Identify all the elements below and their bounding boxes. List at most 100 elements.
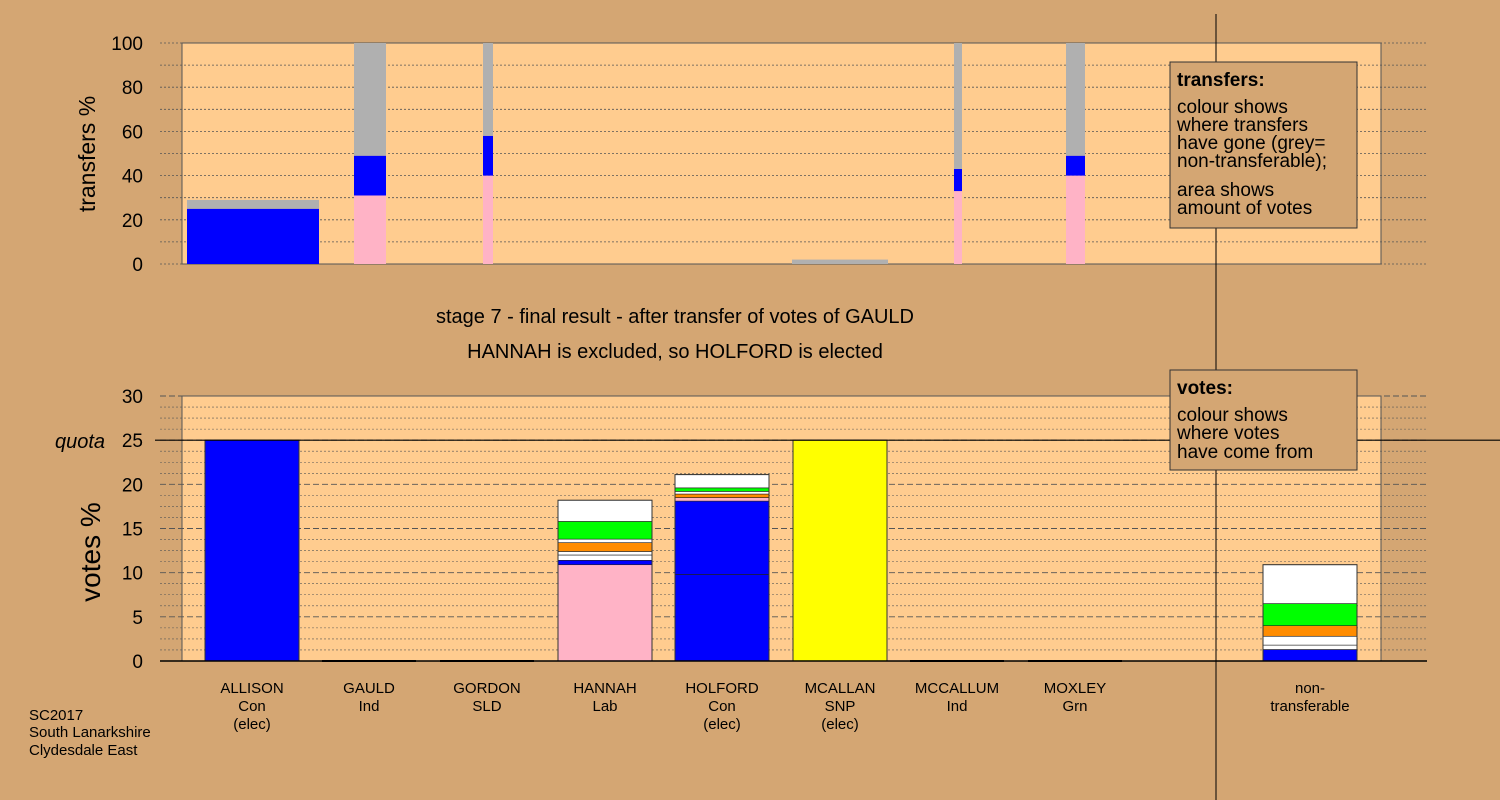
transfers-y-tick: 80 xyxy=(122,78,143,99)
vote-segment-hannah xyxy=(557,559,653,566)
transfer-segment-gauld xyxy=(354,43,386,156)
vote-segment-hannah xyxy=(557,564,653,662)
votes-y-axis-label: votes % xyxy=(75,502,106,602)
transfers-y-tick: 60 xyxy=(122,122,143,143)
candidate-label-mcallan: MCALLAN xyxy=(805,680,876,697)
transfer-segment-mccallum xyxy=(954,191,962,264)
transfer-segment-mcallan xyxy=(792,259,888,264)
transfer-segment-moxley xyxy=(1066,175,1085,264)
candidate-label-hannah: Lab xyxy=(592,698,617,715)
transfer-segment-moxley xyxy=(1066,155,1085,176)
transfers-gridlines xyxy=(160,42,1427,265)
vote-segment-hannah xyxy=(557,554,653,561)
transfer-segment-gauld xyxy=(354,195,386,264)
transfers-legend-line: colour shows xyxy=(1177,97,1288,118)
votes-y-tick: 15 xyxy=(122,520,143,541)
transfers-y-ticks: 0 20 40 60 80 100 xyxy=(111,34,143,276)
transfers-legend-line: non-transferable); xyxy=(1177,151,1327,172)
transfers-y-tick: 100 xyxy=(111,34,143,55)
transfer-segment-gordon xyxy=(483,135,493,176)
vote-segment-non-transferable xyxy=(1262,603,1358,626)
candidate-label-moxley: Grn xyxy=(1062,698,1087,715)
vote-segment-non-transferable xyxy=(1262,644,1358,650)
transfers-y-axis-label: transfers % xyxy=(74,96,100,212)
vote-segment-holford xyxy=(674,491,770,495)
transfers-legend-box xyxy=(1169,61,1358,229)
votes-y-tick: 10 xyxy=(122,564,143,585)
candidate-label-gauld: GAULD xyxy=(343,680,395,697)
votes-y-ticks: 0 5 10 15 20 25 30 xyxy=(122,387,143,673)
candidate-labels: ALLISONCon(elec)GAULDIndGORDONSLDHANNAHL… xyxy=(220,680,1106,733)
nontransferable-label: transferable xyxy=(1270,698,1349,715)
candidate-label-hannah: HANNAH xyxy=(573,680,636,697)
transfer-segment-gordon xyxy=(483,43,493,136)
candidate-label-moxley: MOXLEY xyxy=(1044,680,1107,697)
votes-y-tick: 5 xyxy=(132,608,143,629)
transfer-segment-moxley xyxy=(1066,43,1085,156)
candidate-label-gordon: GORDON xyxy=(453,680,521,697)
votes-legend: votes: colour shows where votes have com… xyxy=(1169,369,1358,471)
footer-line: South Lanarkshire xyxy=(29,724,151,741)
quota-label: quota xyxy=(55,431,105,453)
transfers-bars xyxy=(187,43,1085,264)
votes-y-tick: 0 xyxy=(132,652,143,673)
transfers-legend-title: transfers: xyxy=(1177,70,1265,91)
votes-legend-line: colour shows xyxy=(1177,405,1288,426)
transfer-segment-mccallum xyxy=(954,43,962,169)
transfer-segment-gauld xyxy=(354,155,386,196)
vote-segment-holford xyxy=(674,497,770,502)
vote-segment-holford xyxy=(674,487,770,492)
vote-segment-hannah xyxy=(557,538,653,543)
vote-segment-hannah xyxy=(557,551,653,556)
transfers-legend-line: where transfers xyxy=(1176,115,1308,136)
vote-segment-non-transferable xyxy=(1262,635,1358,646)
transfer-segment-gordon xyxy=(483,175,493,264)
candidate-label-holford: (elec) xyxy=(703,716,741,733)
footer-line: SC2017 xyxy=(29,707,83,724)
vote-segment-holford xyxy=(674,500,770,575)
candidate-label-holford: HOLFORD xyxy=(685,680,759,697)
transfers-legend-line: amount of votes xyxy=(1177,198,1312,219)
transfers-legend-line: area shows xyxy=(1177,180,1274,201)
vote-segment-allison xyxy=(204,439,300,662)
candidate-label-holford: Con xyxy=(708,698,736,715)
transfer-segment-allison xyxy=(187,208,319,264)
stage-title: stage 7 - final result - after transfer … xyxy=(436,306,914,328)
stage-subtitle: HANNAH is excluded, so HOLFORD is electe… xyxy=(467,341,883,363)
votes-legend-box xyxy=(1169,369,1358,471)
vote-segment-holford xyxy=(674,493,770,498)
vote-segment-hannah xyxy=(557,499,653,522)
vote-segment-hannah xyxy=(557,542,653,552)
vote-segment-non-transferable xyxy=(1262,625,1358,637)
candidate-label-allison: ALLISON xyxy=(220,680,283,697)
vote-segment-non-transferable xyxy=(1262,649,1358,662)
candidate-label-mccallum: Ind xyxy=(947,698,968,715)
vote-segment-holford xyxy=(674,474,770,489)
votes-legend-line: where votes xyxy=(1176,423,1279,444)
vote-segment-mcallan xyxy=(792,439,888,662)
candidate-label-mcallan: (elec) xyxy=(821,716,859,733)
votes-y-tick: 20 xyxy=(122,475,143,496)
votes-legend-title: votes: xyxy=(1177,378,1233,399)
transfer-segment-mccallum xyxy=(954,168,962,192)
vote-segment-hannah xyxy=(557,521,653,540)
candidate-label-gauld: Ind xyxy=(359,698,380,715)
footer-line: Clydesdale East xyxy=(29,742,138,759)
candidate-label-allison: Con xyxy=(238,698,266,715)
vote-segment-non-transferable xyxy=(1262,564,1358,604)
transfer-segment-allison xyxy=(187,199,319,209)
transfers-y-tick: 40 xyxy=(122,167,143,188)
votes-legend-line: have come from xyxy=(1177,442,1313,463)
candidate-label-mcallan: SNP xyxy=(825,698,856,715)
vote-segment-holford xyxy=(674,574,770,662)
transfers-legend-line: have gone (grey= xyxy=(1177,133,1325,154)
transfers-y-tick: 20 xyxy=(122,211,143,232)
votes-y-tick: 30 xyxy=(122,387,143,408)
candidate-label-gordon: SLD xyxy=(472,698,501,715)
transfers-y-tick: 0 xyxy=(132,255,143,276)
votes-y-tick: 25 xyxy=(122,431,143,452)
candidate-label-allison: (elec) xyxy=(233,716,271,733)
nontransferable-label: non- xyxy=(1295,680,1325,697)
candidate-label-mccallum: MCCALLUM xyxy=(915,680,999,697)
